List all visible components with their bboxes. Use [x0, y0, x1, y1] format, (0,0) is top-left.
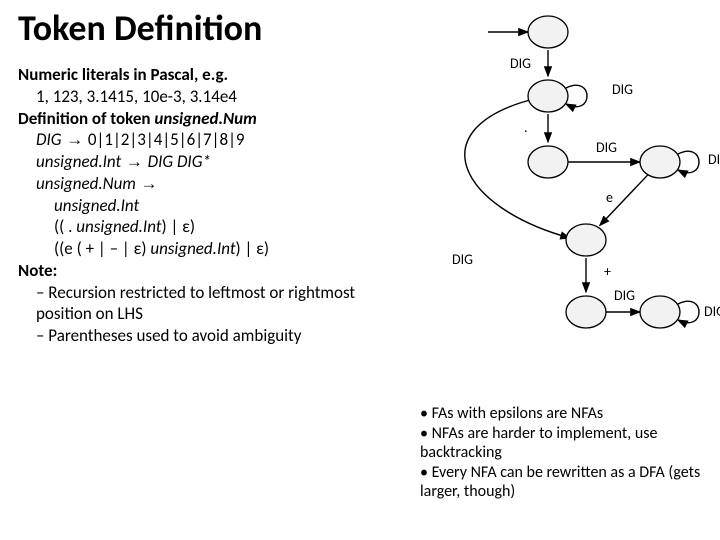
note-line: – Parentheses used to avoid ambiguity	[36, 325, 398, 347]
svg-text:DIG: DIG	[612, 81, 633, 98]
line: ((e ( + | – | ε)	[54, 238, 150, 259]
body-text: Numeric literals in Pascal, e.g. 1, 123,…	[18, 64, 398, 347]
line: unsigned.Int	[150, 238, 235, 259]
line: unsigned.Num	[154, 108, 256, 129]
line: ) | ε)	[236, 238, 270, 259]
line: 0|1|2|3|4|5|6|7|8|9	[88, 129, 245, 150]
svg-text:DIG: DIG	[452, 251, 473, 268]
bullet: • NFAs are harder to implement, use back…	[420, 424, 710, 463]
note-line: – Recursion restricted to leftmost or ri…	[36, 282, 398, 326]
bullet: • FAs with epsilons are NFAs	[420, 404, 710, 424]
note-head: Note:	[18, 260, 57, 281]
line: unsigned.Int	[76, 216, 161, 237]
line: Numeric literals in Pascal, e.g.	[18, 64, 228, 85]
svg-text:DIG: DIG	[596, 139, 617, 156]
bullet: • Every NFA can be rewritten as a DFA (g…	[420, 463, 710, 502]
state-diagram: DIGDIG*.DIGDIG*eDIG+DIGDIG*	[400, 4, 720, 364]
line: unsigned.Num	[36, 173, 136, 194]
slide: Token Definition Numeric literals in Pas…	[0, 0, 720, 540]
svg-text:+: +	[604, 263, 611, 280]
svg-text:DIG: DIG	[614, 287, 635, 304]
svg-text:DIG: DIG	[704, 303, 720, 320]
line: ) | ε)	[161, 216, 195, 237]
line: 1, 123, 3.1415, 10e-3, 3.14e4	[36, 86, 237, 107]
bullet-notes: • FAs with epsilons are NFAs • NFAs are …	[420, 404, 710, 502]
svg-text:e: e	[606, 189, 613, 206]
line: (( .	[54, 216, 76, 237]
line: Definition of token	[18, 108, 154, 129]
line: DIG DIG*	[148, 151, 211, 172]
svg-text:DIG: DIG	[708, 151, 720, 168]
svg-text:DIG: DIG	[510, 55, 531, 72]
svg-text:.: .	[524, 119, 528, 136]
line: DIG	[36, 129, 61, 150]
line: unsigned.Int	[54, 195, 139, 216]
slide-title: Token Definition	[18, 6, 262, 50]
line: unsigned.Int	[36, 151, 121, 172]
